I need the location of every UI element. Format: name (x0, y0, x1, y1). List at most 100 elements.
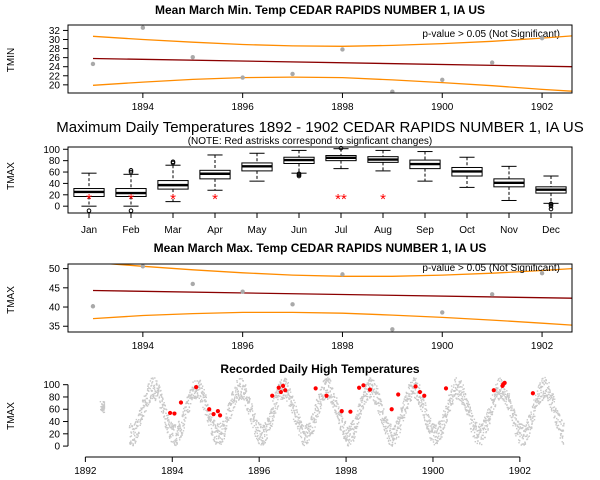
panel4-record-5 (211, 412, 216, 417)
panel1-point-2 (190, 54, 195, 60)
box-dec-outlier-0 (548, 206, 554, 212)
panel3-point-7 (440, 310, 445, 315)
panel2-ytick-label-4: 80 (49, 156, 61, 167)
panel1-ytick-label-1: 22 (49, 71, 61, 82)
box-may-label: May (248, 225, 267, 236)
panel4-record-19 (367, 387, 373, 392)
panel3-point-0 (90, 304, 96, 309)
panel4-ylabel: TMAX (6, 402, 17, 430)
box-apr-significance: * (212, 191, 218, 208)
box-mar-significance: * (170, 191, 176, 208)
panel3-point-8 (489, 292, 495, 297)
box-jan-label: Jan (81, 225, 97, 236)
panel4-record-26 (491, 388, 496, 393)
panel2-ylabel: TMAX (6, 162, 17, 190)
panel3-ytick-label-0: 35 (49, 322, 61, 333)
panel3-point-1 (140, 264, 146, 269)
box-feb-label: Feb (122, 225, 140, 236)
panel1-ytick-label-0: 20 (49, 80, 61, 91)
panel1-point-1 (140, 25, 146, 30)
panel1-point-6 (390, 89, 395, 93)
panel1-ytick-label-2: 24 (49, 62, 61, 73)
panel3-point-9 (539, 271, 545, 276)
box-apr-label: Apr (207, 225, 223, 236)
panel1-xtick-label-3: 1900 (431, 102, 454, 113)
box-mar-label: Mar (164, 225, 182, 236)
panel3-xtick-label-4: 1902 (531, 341, 554, 352)
panel1-point-4 (290, 71, 295, 77)
panel1-frame (67, 24, 573, 94)
panel2-frame (67, 146, 573, 214)
panel4-record-0 (168, 410, 173, 416)
panel3-lower-bound (92, 311, 572, 326)
panel1-ytick-label-4: 28 (49, 44, 61, 55)
panel3-pvalue: p-value > 0.05 (Not Significant) (422, 263, 560, 274)
panel3-point-6 (390, 327, 395, 332)
panel1-point-8 (489, 60, 495, 65)
panel4-record-22 (413, 384, 418, 389)
panel4-record-3 (194, 385, 199, 390)
panel3-xtick-label-0: 1894 (132, 341, 155, 352)
panel-mean-march-max: Mean March Max. Temp CEDAR RAPIDS NUMBER… (6, 241, 573, 352)
panel1-point-5 (340, 47, 345, 52)
box-aug-label: Aug (374, 225, 392, 236)
box-jan-outlier-0 (86, 208, 92, 214)
panel4-record-17 (357, 385, 362, 390)
panel4-xtick-label-2: 1896 (248, 466, 271, 477)
panel3-point-2 (190, 281, 195, 287)
panel4-record-12 (283, 388, 288, 393)
panel1-ytick-label-5: 30 (49, 35, 61, 46)
panel4-record-6 (215, 408, 220, 414)
panel3-plot-area (90, 264, 572, 332)
box-oct-label: Oct (459, 225, 475, 236)
box-jan-significance: * (86, 191, 92, 208)
box-jun-label: Jun (291, 225, 307, 236)
box-jul-label: Jul (335, 225, 348, 236)
panel1-xtick-label-2: 1898 (331, 102, 354, 113)
panel4-xtick-label-5: 1902 (509, 466, 532, 477)
panel1-ytick-label-3: 26 (49, 53, 61, 64)
panel2-ytick-label-0: 0 (54, 202, 60, 213)
panel1-pvalue: p-value > 0.05 (Not Significant) (422, 29, 560, 40)
panel4-record-23 (417, 389, 423, 395)
box-dec-outlier-1 (548, 203, 554, 209)
panel4-ytick-label-1: 20 (49, 429, 61, 440)
box-feb-significance: * (128, 191, 134, 208)
panel4-record-11 (280, 383, 286, 389)
panel3-xtick-label-3: 1900 (431, 341, 454, 352)
panel4-xtick-label-0: 1892 (74, 466, 97, 477)
box-feb-outlier-2 (128, 168, 134, 173)
panel4-record-14 (324, 393, 329, 398)
panel4-ytick-label-3: 60 (49, 405, 61, 416)
panel4-record-15 (339, 408, 344, 414)
panel4-xtick-label-4: 1900 (422, 466, 445, 477)
panel2-subtitle: (NOTE: Red astrisks correspond to signfi… (188, 136, 433, 147)
panel4-record-30 (530, 391, 535, 396)
panel4-ytick-label-5: 100 (43, 380, 60, 391)
panel4-ytick-label-0: 0 (54, 442, 60, 453)
panel3-ytick-label-2: 45 (49, 283, 61, 294)
box-dec-label: Dec (542, 225, 560, 236)
panel3-xtick-label-1: 1896 (232, 341, 255, 352)
panel4-record-4 (207, 407, 212, 412)
panel1-point-3 (240, 75, 245, 80)
panel4-record-25 (443, 386, 449, 391)
panel1-lower-bound (92, 76, 572, 92)
panel1-upper-bound (92, 35, 572, 47)
panel4-record-29 (502, 380, 507, 385)
panel4-record-18 (361, 383, 366, 388)
box-aug-significance: * (380, 191, 386, 208)
box-mar-outlier-1 (170, 159, 176, 165)
box-jul-outlier-0 (338, 145, 344, 151)
panel2-ytick-label-1: 20 (49, 190, 61, 201)
panel3-point-5 (340, 272, 345, 277)
panel3-xtick-label-2: 1898 (331, 341, 354, 352)
panel1-xtick-label-4: 1902 (531, 102, 554, 113)
panel4-record-1 (172, 411, 177, 416)
panel4-record-16 (348, 409, 353, 414)
box-jul-significance: ** (335, 191, 347, 208)
panel4-record-2 (178, 400, 184, 405)
panel4-record-8 (270, 393, 275, 398)
